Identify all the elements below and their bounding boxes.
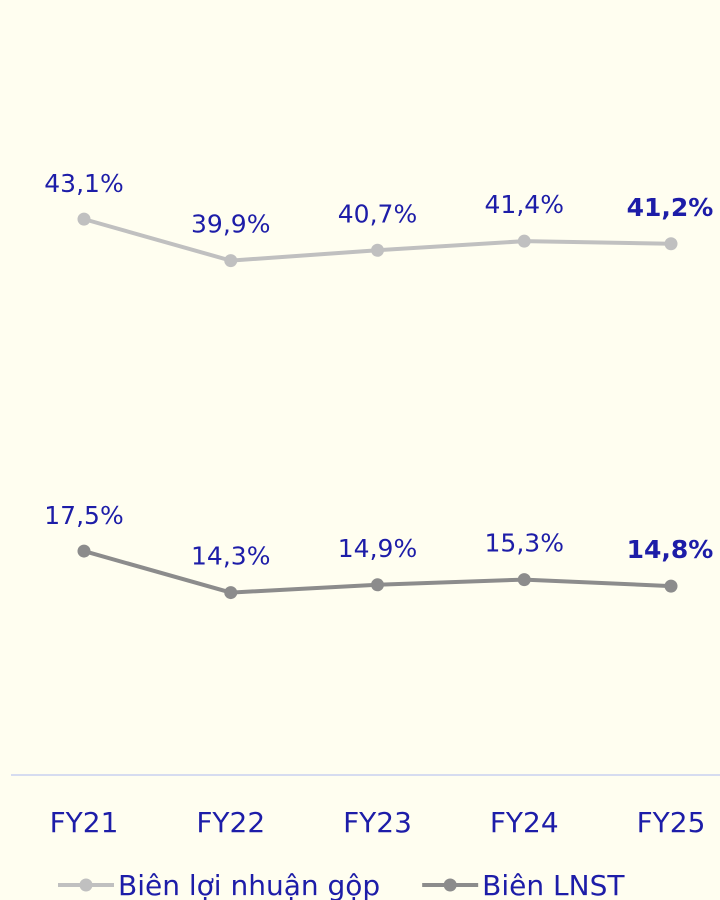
data-label: 39,9%	[191, 210, 270, 239]
data-point	[77, 544, 91, 558]
data-point	[664, 579, 678, 593]
x-tick-label: FY25	[637, 806, 706, 839]
data-label: 41,4%	[485, 190, 564, 219]
legend-label: Biên LNST	[482, 869, 625, 900]
data-label: 17,5%	[44, 501, 123, 530]
data-point	[224, 254, 238, 268]
data-point	[224, 586, 238, 600]
data-point	[664, 237, 678, 251]
data-label: 43,1%	[44, 169, 123, 198]
data-point	[517, 573, 531, 587]
data-point	[371, 243, 384, 257]
data-point	[371, 578, 384, 592]
data-label: 14,8%	[627, 535, 714, 564]
legend-label: Biên lợi nhuận gộp	[118, 869, 380, 900]
x-tick-label: FY23	[343, 806, 412, 839]
x-tick-label: FY24	[490, 806, 559, 839]
x-tick-label: FY21	[50, 806, 119, 839]
data-label: 15,3%	[485, 529, 564, 558]
data-label: 14,3%	[191, 542, 270, 571]
x-tick-label: FY22	[196, 806, 265, 839]
data-point	[77, 212, 91, 226]
data-label: 40,7%	[338, 199, 417, 228]
data-label: 14,9%	[338, 534, 417, 563]
data-point	[517, 234, 531, 248]
data-label: 41,2%	[627, 193, 714, 222]
legend-marker	[79, 878, 93, 892]
legend-marker	[443, 878, 457, 892]
